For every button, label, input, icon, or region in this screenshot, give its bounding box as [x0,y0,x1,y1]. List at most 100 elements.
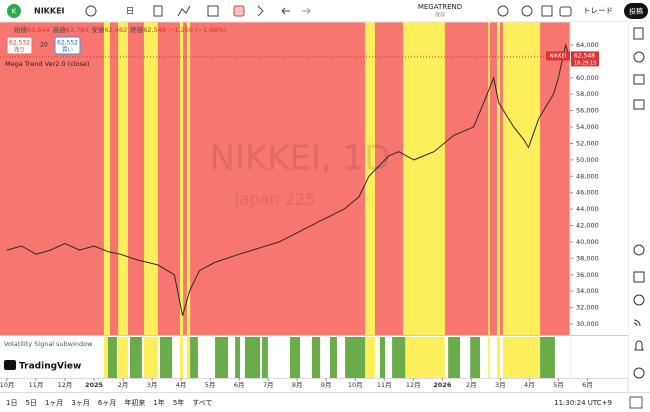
signal-bar [379,337,386,378]
avatar-letter[interactable]: K [12,8,17,16]
trend-background [0,22,570,335]
x-tick-label: 4月 [524,381,535,389]
calendar-icon[interactable] [633,271,645,283]
ohlc-value: 63,644 [27,26,50,34]
range-button[interactable]: 5日 [25,399,36,407]
signal-bar [311,337,321,378]
clock: 11:30:24 UTC+9 [554,399,612,407]
range-button[interactable]: 5年 [173,398,184,407]
x-tick-label: 2月 [466,381,477,389]
signal-band [497,337,501,378]
signal-band [488,337,490,378]
signal-band [179,337,184,378]
trend-band [497,22,501,335]
x-tick-label: 11月 [29,381,44,389]
layers-icon[interactable] [633,99,645,110]
data-window-icon[interactable] [633,74,645,85]
x-tick-label: 2026 [433,381,452,389]
timeframe[interactable]: 日 [126,7,134,16]
plot: NIKKEI, 1D Japan 225 [0,22,570,335]
snapshot-icon[interactable] [559,6,572,17]
quick-search-icon[interactable] [497,5,509,17]
x-tick-label: 4月 [176,381,187,389]
signal-bar [289,337,301,378]
x-tick-label: 2025 [85,381,104,389]
x-tick-label: 10月 [348,381,363,389]
alert-icon[interactable] [233,5,245,17]
x-tick-label: 12月 [58,381,73,389]
layout-name[interactable]: MEGATREND [418,3,462,11]
buy-button[interactable] [54,36,81,55]
range-button[interactable]: 1年 [153,398,164,407]
axes: 30,000 32,000 34,000 36,000 38,000 40,000 42,0… [0,41,599,389]
watchlist-icon[interactable] [633,27,644,40]
x-tick-label: 11月 [377,381,392,389]
buy-label[interactable]: 買い [62,47,74,54]
target-icon[interactable] [633,244,645,256]
signal-bar [107,337,117,378]
signal-bar [190,337,198,378]
indicator-legend: Mega Trend Ver2.0 (close) [5,60,89,68]
alerts-icon[interactable] [633,51,645,63]
y-tick-label: 38,000 [576,254,599,262]
signal-bar [159,337,173,378]
redo-icon[interactable] [302,7,311,15]
x-tick-label: 2月 [118,381,129,389]
x-tick-label: 5月 [553,381,564,389]
signal-band [403,337,445,378]
sell-button[interactable] [6,36,33,55]
notifications-icon[interactable] [634,340,644,351]
trend-band [103,22,110,335]
signal-bar [540,337,555,378]
x-tick-label: 10月 [0,381,14,389]
publish-label[interactable]: 投稿 [629,7,643,16]
range-button[interactable]: 1日 [6,399,17,407]
publish-button[interactable] [624,3,648,19]
x-tick-label: 3月 [495,381,506,389]
signal-band [118,337,128,378]
bottom-bar: 1日 5日 1ヶ月 3ヶ月 6ヶ月 年初来 1年 5年 すべて [6,398,213,407]
ohlc-label: 始値 [14,25,28,34]
replay-icon[interactable] [257,5,264,17]
fullscreen-icon[interactable] [541,5,553,17]
indicators-icon[interactable] [177,5,191,17]
x-tick-label: 5月 [205,381,216,389]
range-button[interactable]: 6ヶ月 [98,399,116,407]
bottom-settings-icon[interactable] [629,396,643,409]
signal-band [103,337,110,378]
y-tick-label: 30,000 [576,320,599,328]
x-tick-label: 8月 [292,381,303,389]
y-tick-label: 32,000 [576,304,599,312]
logo-mark [4,360,16,370]
buy-price[interactable]: 62,552 [57,40,78,47]
signal-bar [392,337,406,378]
stream-icon[interactable] [633,319,641,327]
range-button[interactable]: すべて [192,399,212,407]
templates-icon[interactable] [207,5,219,17]
avatar[interactable] [7,4,21,18]
sell-label[interactable]: 売り [14,46,25,54]
price-tag [571,51,599,67]
y-tick-label: 50,000 [576,156,599,164]
sell-price[interactable]: 62,532 [9,40,30,47]
range-button[interactable]: 1ヶ月 [45,399,63,407]
change: −1,266 (−1.98%) [169,26,226,34]
help-icon[interactable] [633,367,645,379]
signal-bar [345,337,366,378]
trend-band [403,22,445,335]
chart-type-icon[interactable] [153,5,163,17]
signal-bar [448,337,461,378]
watermark-symbol: NIKKEI, 1D [210,139,391,179]
symbol[interactable]: NIKKEI [34,7,65,16]
undo-icon[interactable] [281,7,290,15]
add-symbol-icon[interactable] [85,5,97,17]
range-button[interactable]: 3ヶ月 [71,399,89,407]
trade-button[interactable]: トレード [583,6,613,15]
y-tick-label: 44,000 [576,205,599,213]
ideas-icon[interactable] [633,294,645,306]
settings-icon[interactable] [521,5,533,17]
signal-bar [215,337,229,378]
range-button[interactable]: 年初来 [124,398,145,407]
